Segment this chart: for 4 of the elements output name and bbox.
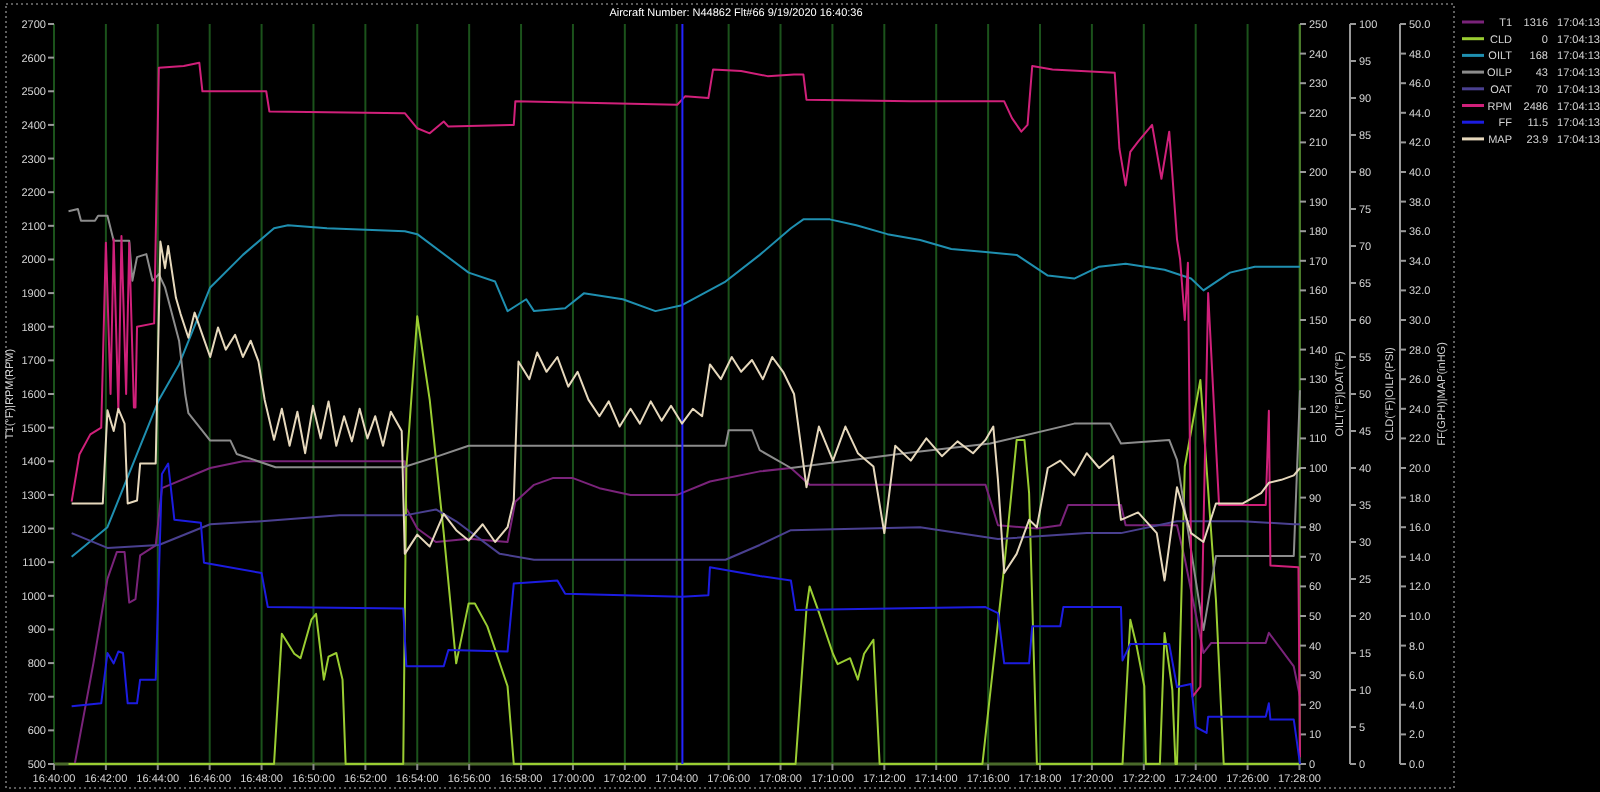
line-series xyxy=(70,61,1301,759)
line-series xyxy=(67,208,1301,632)
line-series xyxy=(70,508,1301,561)
line-series xyxy=(67,315,1301,765)
